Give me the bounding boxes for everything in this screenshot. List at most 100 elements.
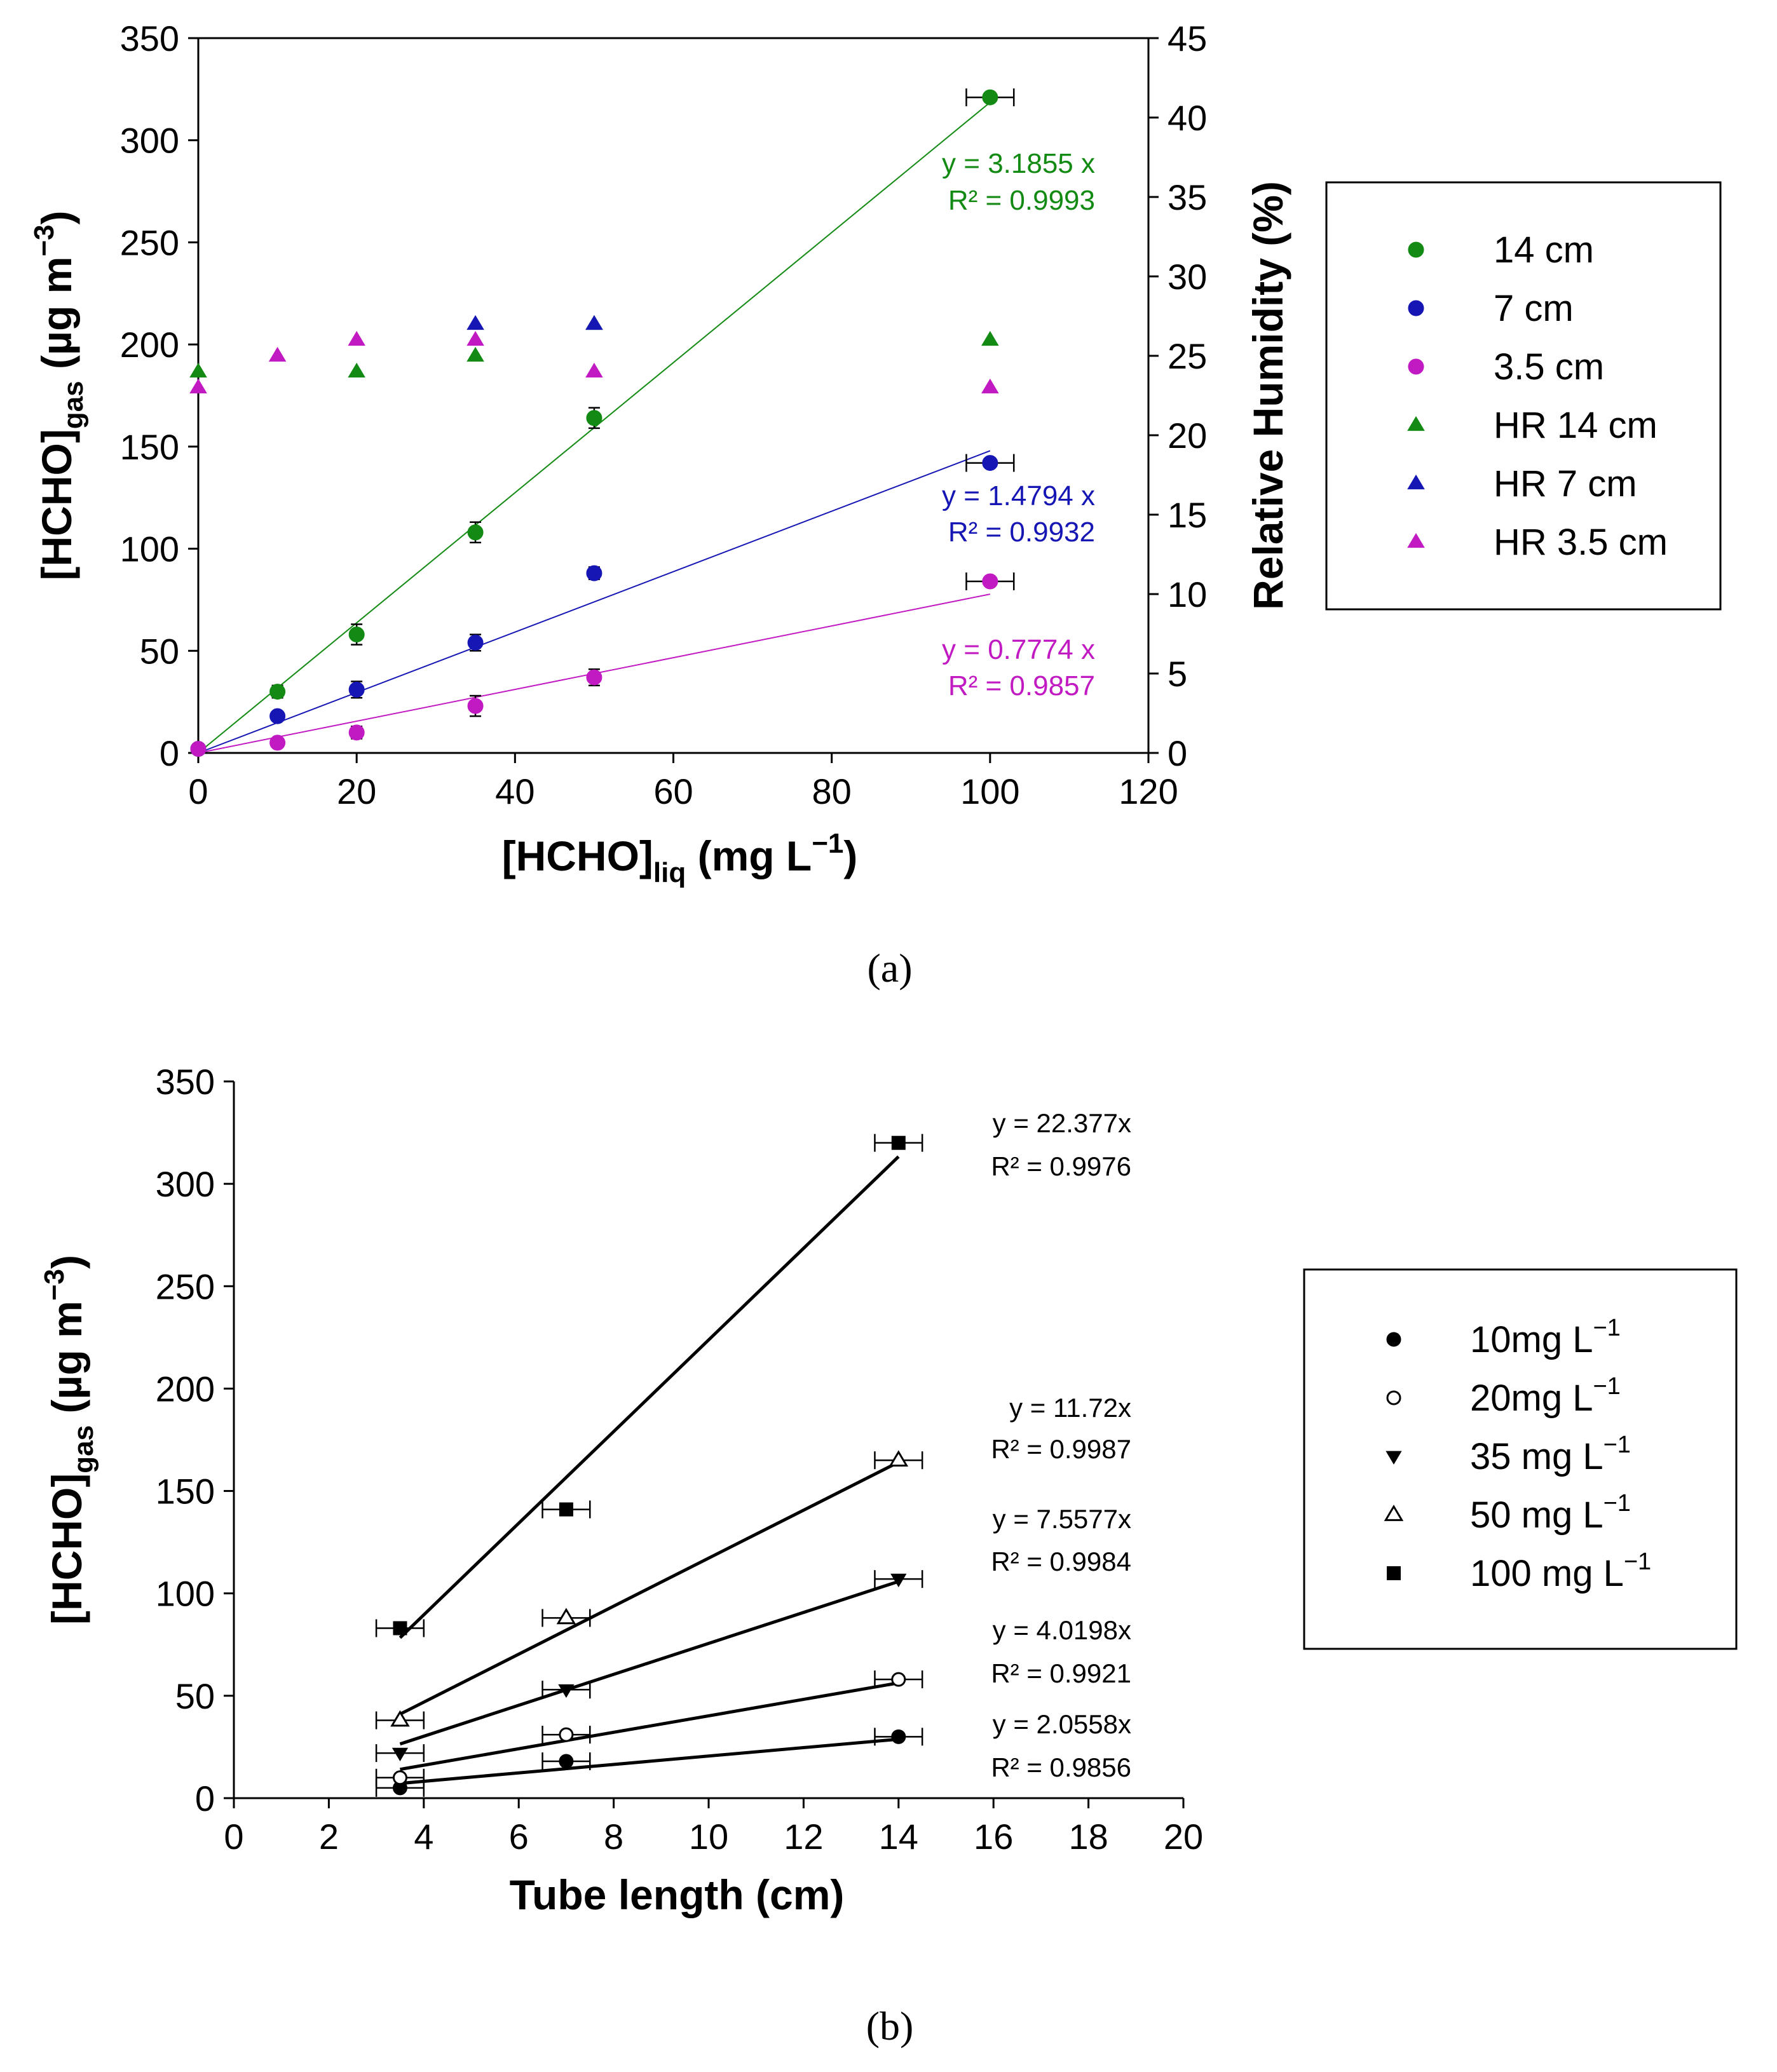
x-tick-label: 80 <box>812 771 852 811</box>
fit-r2: R² = 0.9932 <box>948 517 1095 548</box>
fit-equation: y = 11.72x <box>1009 1393 1131 1423</box>
fit-equation: y = 4.0198x <box>993 1615 1131 1645</box>
data-point-3.5-cm <box>467 698 484 714</box>
y2-axis-label: Relative Humidity (%) <box>1244 181 1291 610</box>
y-tick-label: 250 <box>120 222 179 262</box>
x-tick-label: 16 <box>974 1817 1013 1857</box>
y-tick-label: 350 <box>120 18 179 58</box>
panel-b-chart: 0 2 4 6 8 10 12 14 16 18 20050100150200250300350Tu… <box>39 1062 1738 2048</box>
legend-box <box>1325 181 1722 611</box>
data-point-HR-3.5-cm <box>268 346 287 362</box>
data-point-HR-3.5-cm <box>348 330 365 346</box>
y-tick-label: 0 <box>160 733 179 773</box>
data-point <box>891 1135 906 1150</box>
x-tick-label: 10 <box>689 1817 728 1857</box>
legend: 10mg L−1 20mg L−1 35 mg L−1 50 mg L−1 100 mg… <box>1303 1268 1738 1650</box>
fit-line <box>399 1580 899 1746</box>
fit-line <box>400 1737 899 1785</box>
y-tick-label: 300 <box>156 1164 215 1204</box>
data-point-HR-3.5-cm <box>466 330 484 346</box>
legend-label: 100 mg L−1 <box>1470 1548 1651 1594</box>
fit-r2: R² = 0.9993 <box>948 185 1095 216</box>
legend-label: 35 mg L−1 <box>1470 1432 1631 1477</box>
y-tick-label: 0 <box>195 1778 215 1818</box>
legend-label: 10mg L−1 <box>1470 1315 1621 1360</box>
y-tick-label: 350 <box>156 1062 215 1102</box>
data-point-HR-14-cm <box>466 346 484 362</box>
y2-tick-label: 40 <box>1168 98 1207 138</box>
data-point <box>559 1754 574 1769</box>
fit-r2: R² = 0.9856 <box>991 1752 1131 1782</box>
legend-marker <box>1408 300 1424 316</box>
fit-equation: y = 0.7774 x <box>942 634 1095 665</box>
legend-label: HR 7 cm <box>1494 463 1637 504</box>
data-point-7-cm <box>467 634 484 651</box>
panel-label-a: (a) <box>867 945 912 991</box>
x-tick-label: 0 <box>224 1817 243 1857</box>
data-point-7-cm <box>982 455 998 471</box>
legend-marker <box>1408 358 1424 375</box>
legend-label: 20mg L−1 <box>1470 1373 1621 1419</box>
x-axis-label: [HCHO]liq (mg L−1) <box>502 828 858 888</box>
data-point-3.5-cm <box>982 573 998 590</box>
legend-marker <box>1407 416 1425 431</box>
fit-r2: R² = 0.9921 <box>991 1658 1131 1688</box>
legend-marker <box>1407 474 1425 490</box>
data-point-7-cm <box>348 681 365 698</box>
data-point <box>559 1727 574 1742</box>
legend-label: 7 cm <box>1494 288 1574 329</box>
data-point-HR-3.5-cm <box>189 378 207 394</box>
data-point-14-cm <box>269 684 286 700</box>
fit-line <box>399 1460 899 1716</box>
fit-equation: y = 7.5577x <box>993 1504 1131 1534</box>
data-point-HR-7-cm <box>585 315 603 330</box>
legend-label: 14 cm <box>1494 229 1594 271</box>
data-point-HR-14-cm <box>348 362 365 378</box>
y-tick-label: 50 <box>140 631 179 671</box>
y-tick-label: 200 <box>156 1369 215 1409</box>
data-point <box>891 1672 906 1687</box>
y2-tick-label: 35 <box>1168 177 1207 217</box>
y-tick-label: 100 <box>156 1574 215 1614</box>
legend-label: 50 mg L−1 <box>1470 1490 1631 1536</box>
data-point-14-cm <box>982 89 998 105</box>
x-tick-label: 4 <box>414 1817 433 1857</box>
data-point <box>558 1684 575 1698</box>
data-point-HR-7-cm <box>466 315 484 330</box>
data-point <box>890 1573 907 1588</box>
x-tick-label: 0 <box>188 771 208 811</box>
x-tick-label: 8 <box>604 1817 623 1857</box>
x-tick-label: 2 <box>319 1817 339 1857</box>
legend-marker <box>1386 1451 1402 1465</box>
x-tick-label: 14 <box>879 1817 918 1857</box>
y-tick-label: 300 <box>120 121 179 161</box>
panel-a-chart: 0 20 40 60 80 100 1200501001502002503003500510… <box>29 18 1722 991</box>
fit-line-7-cm <box>198 450 991 754</box>
data-point-7-cm <box>586 565 603 581</box>
data-point-HR-3.5-cm <box>585 362 603 378</box>
x-tick-label: 20 <box>337 771 376 811</box>
fit-r2: R² = 0.9857 <box>948 670 1095 701</box>
x-tick-label: 100 <box>960 771 1019 811</box>
legend-marker <box>1387 1566 1401 1580</box>
y2-tick-label: 25 <box>1168 336 1207 376</box>
legend-marker <box>1408 241 1424 258</box>
data-point <box>888 1450 909 1467</box>
data-point-3.5-cm <box>348 724 365 741</box>
data-point-HR-3.5-cm <box>981 378 999 394</box>
x-tick-label: 20 <box>1164 1817 1203 1857</box>
fit-line <box>400 1681 899 1771</box>
data-point-7-cm <box>269 708 286 724</box>
data-point <box>556 1608 576 1625</box>
y-tick-label: 200 <box>120 325 179 365</box>
fit-r2: R² = 0.9984 <box>991 1547 1131 1576</box>
y2-tick-label: 20 <box>1168 416 1207 456</box>
fit-line <box>398 1155 900 1639</box>
y2-tick-label: 5 <box>1168 654 1187 694</box>
data-point <box>390 1710 410 1727</box>
x-tick-label: 18 <box>1068 1817 1108 1857</box>
data-point-3.5-cm <box>269 735 286 751</box>
y2-tick-label: 0 <box>1168 733 1187 773</box>
fit-equation: y = 2.0558x <box>993 1709 1131 1739</box>
